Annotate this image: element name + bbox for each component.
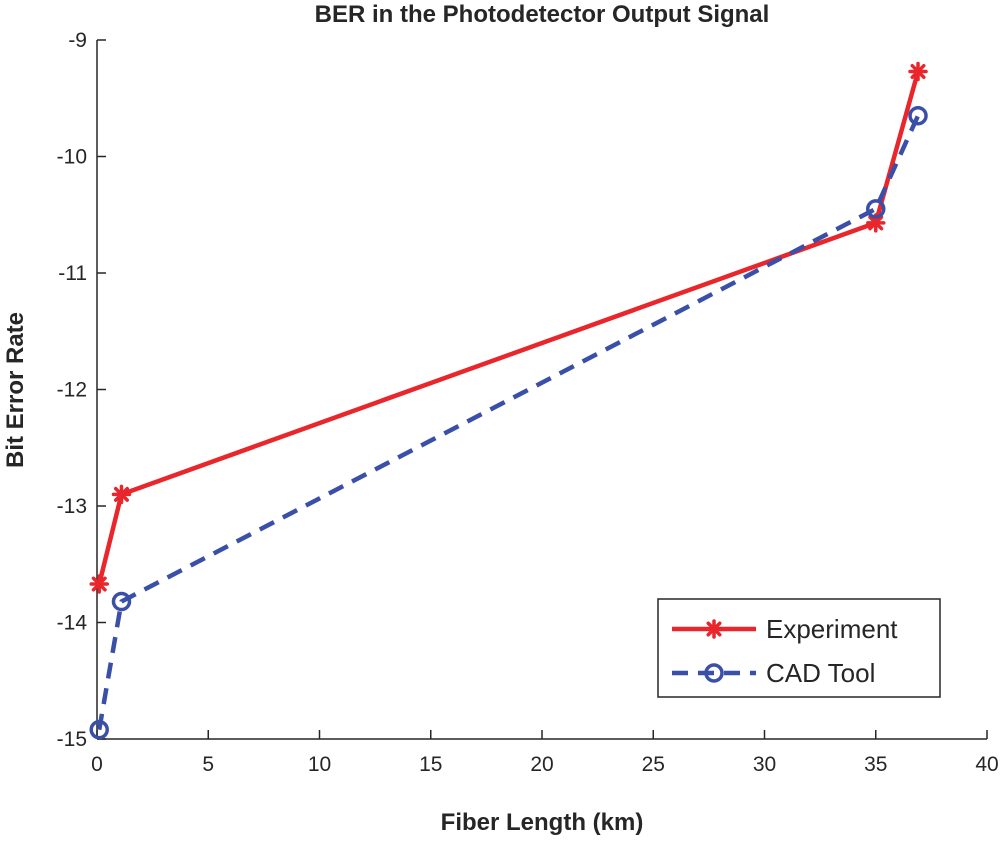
chart-title: BER in the Photodetector Output Signal bbox=[315, 1, 770, 28]
data-point bbox=[89, 574, 109, 594]
y-axis-label: Bit Error Rate bbox=[2, 312, 29, 468]
legend-item: CAD Tool bbox=[672, 658, 875, 688]
y-tick-label: -11 bbox=[58, 262, 87, 285]
data-point bbox=[866, 199, 886, 219]
axes bbox=[96, 39, 988, 740]
data-point bbox=[908, 105, 928, 126]
data-point bbox=[111, 484, 132, 505]
x-tick-label: 40 bbox=[975, 753, 998, 776]
legend-label: CAD Tool bbox=[766, 658, 875, 688]
x-tick-label: 5 bbox=[202, 753, 214, 776]
x-axis-label: Fiber Length (km) bbox=[441, 809, 644, 836]
series-cad-tool bbox=[89, 105, 928, 740]
y-tick-label: -9 bbox=[68, 29, 87, 52]
legend-marker bbox=[704, 663, 724, 683]
x-tick-label: 15 bbox=[419, 753, 442, 776]
x-tick-label: 25 bbox=[642, 753, 665, 776]
legend-item: Experiment bbox=[672, 614, 898, 644]
y-tick-label: -15 bbox=[57, 728, 87, 751]
series-layer bbox=[89, 61, 928, 740]
y-tick-label: -10 bbox=[57, 146, 87, 169]
x-tick-label: 0 bbox=[91, 753, 103, 776]
data-point bbox=[111, 591, 132, 612]
y-tick-label: -14 bbox=[57, 612, 88, 635]
tick-labels: 0 5 10 15 20 25 30 35 40 -9 -10 -11 -12 -13 -14 -15 bbox=[57, 29, 999, 776]
legend: Experiment CAD Tool bbox=[657, 598, 941, 698]
x-tick-label: 10 bbox=[308, 753, 331, 776]
legend-box bbox=[657, 598, 941, 698]
x-tick-label: 30 bbox=[753, 753, 776, 776]
series-experiment bbox=[89, 61, 928, 594]
x-tick-label: 35 bbox=[864, 753, 887, 776]
data-point bbox=[89, 719, 109, 740]
legend-label: Experiment bbox=[766, 614, 898, 644]
series-line bbox=[97, 70, 921, 585]
y-tick-label: -12 bbox=[57, 379, 87, 402]
series-line bbox=[97, 114, 921, 731]
data-point bbox=[908, 61, 928, 82]
legend-marker bbox=[704, 619, 724, 639]
x-tick-label: 20 bbox=[530, 753, 553, 776]
y-tick-label: -13 bbox=[57, 495, 87, 518]
